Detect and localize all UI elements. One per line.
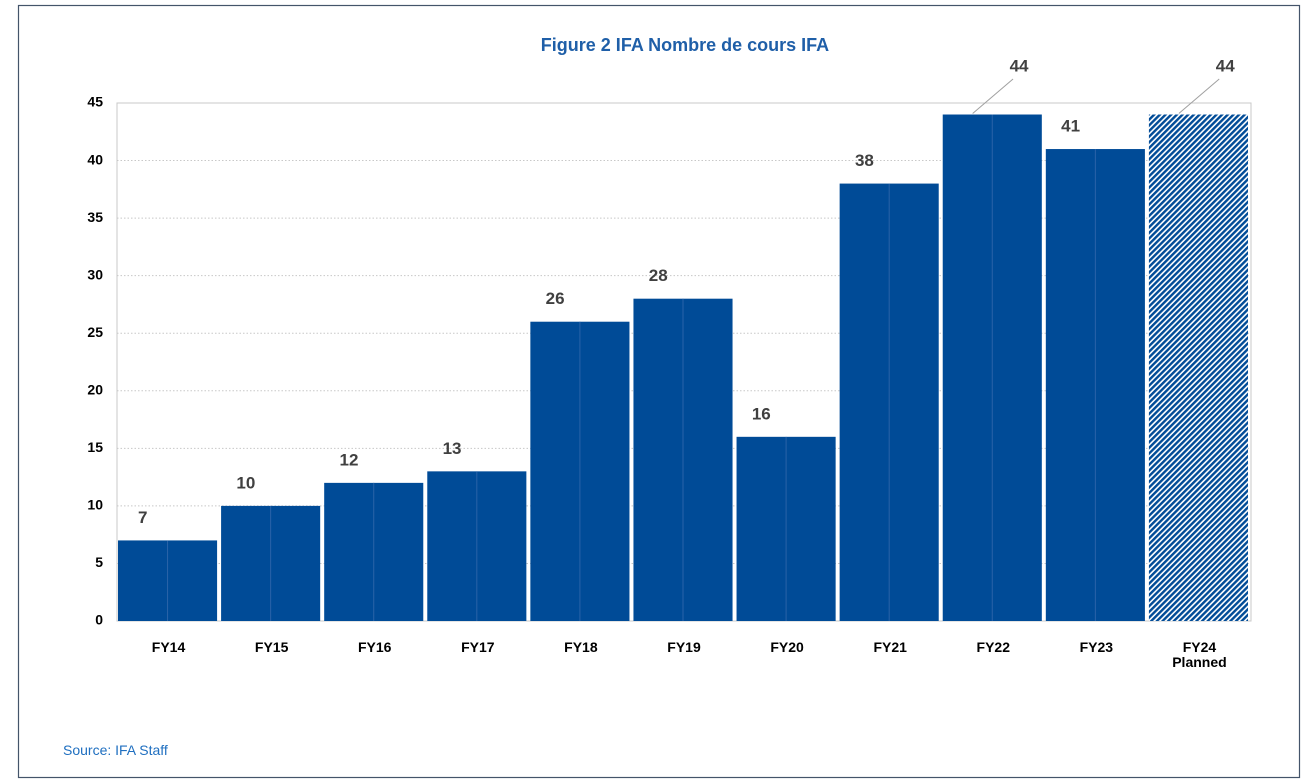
value-label: 10	[236, 473, 255, 492]
source: Source: IFA Staff	[63, 742, 168, 758]
y-tick-label: 0	[95, 612, 103, 628]
value-label: 13	[443, 439, 462, 458]
value-label: 44	[1010, 56, 1029, 75]
x-tick-label: FY16	[357, 639, 392, 655]
x-tick-label: FY21	[873, 639, 907, 655]
value-label: 26	[546, 289, 565, 308]
y-tick-label: 20	[87, 381, 103, 397]
x-tick-label: FY17	[461, 639, 495, 655]
x-tick-label: FY18	[564, 639, 598, 655]
leader-line	[972, 78, 1014, 114]
y-tick-label: 40	[87, 151, 103, 167]
value-label: 44	[1216, 56, 1235, 75]
value-label: 41	[1061, 117, 1080, 136]
y-tick-label: 45	[87, 94, 103, 110]
y-tick-label: 30	[87, 266, 103, 282]
y-tick-label: 35	[87, 209, 103, 225]
x-tick-label: FY23	[1079, 639, 1114, 655]
chart-title: Figure 2 IFA Nombre de cours IFA	[541, 35, 829, 55]
value-label: 16	[752, 404, 771, 423]
value-label: 38	[855, 151, 874, 170]
bar	[1148, 114, 1248, 621]
x-tick-label: FY15	[254, 639, 289, 655]
y-tick-label: 10	[87, 497, 103, 513]
frame	[17, 4, 1301, 779]
y-tick-label: 5	[95, 554, 103, 570]
x-tick-label: FY24 Planned	[1172, 639, 1227, 670]
y-tick-label: 25	[87, 324, 103, 340]
x-tick-label: FY20	[770, 639, 804, 655]
y-tick-label: 15	[87, 439, 103, 455]
x-tick-label: FY22	[976, 639, 1010, 655]
value-label: 28	[649, 266, 668, 285]
x-tick-label: FY14	[151, 639, 186, 655]
value-label: 12	[339, 450, 358, 469]
x-tick-label: FY19	[667, 639, 701, 655]
leader-line	[1178, 78, 1220, 114]
value-label: 7	[138, 508, 147, 527]
